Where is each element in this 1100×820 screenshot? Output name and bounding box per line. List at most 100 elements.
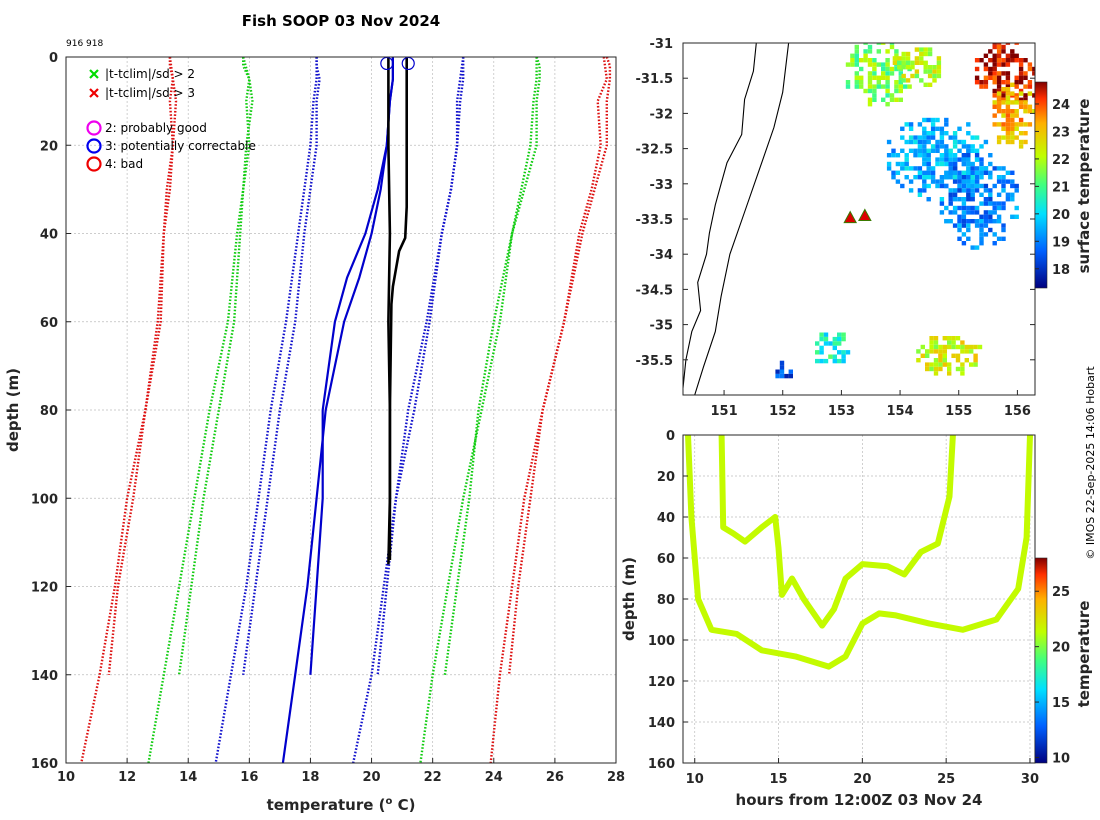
sst-cell <box>828 354 833 359</box>
profile-flag-marker <box>401 56 415 71</box>
sst-cell <box>966 153 971 158</box>
sst-cell <box>983 188 989 193</box>
sst-cell <box>932 73 937 79</box>
sst-cell <box>925 366 930 372</box>
sst-cell <box>1018 97 1024 102</box>
sst-cell <box>939 139 945 145</box>
sst-cell <box>894 80 899 85</box>
track-ytick-label: 60 <box>657 552 675 567</box>
sst-cell <box>992 43 997 45</box>
sst-cell <box>1010 91 1015 96</box>
sst-colorbar-tick-label: 18 <box>1052 263 1070 278</box>
sst-cell <box>974 157 980 162</box>
sst-cell <box>837 358 842 364</box>
sst-cell <box>1010 139 1015 145</box>
sst-cell <box>1032 109 1035 114</box>
sst-cell <box>908 139 914 145</box>
track-grid <box>683 434 1035 764</box>
sst-cell <box>892 60 898 65</box>
sst-cell <box>1018 139 1024 145</box>
sst-cell <box>957 219 962 224</box>
sst-cell <box>996 84 1002 89</box>
sst-cell <box>917 135 923 140</box>
sst-cell <box>988 219 993 224</box>
sst-cell <box>1001 44 1006 50</box>
sst-cell <box>923 82 928 87</box>
sst-cell <box>905 60 911 65</box>
sst-cell <box>1001 87 1006 92</box>
sst-cell <box>966 175 971 180</box>
sst-cell <box>996 219 1002 224</box>
sst-cell <box>1014 100 1019 105</box>
sst-cell <box>917 166 923 171</box>
sst-cell <box>910 73 915 79</box>
sst-cell <box>933 358 939 363</box>
map-ytick-label: -32.5 <box>636 143 673 158</box>
sst-cell <box>961 205 967 211</box>
sst-cell <box>966 210 971 215</box>
sst-cell <box>939 131 945 136</box>
sst-cell <box>867 62 873 67</box>
sst-cell <box>1010 109 1015 114</box>
profile-ylabel: depth (m) <box>4 368 22 452</box>
time-depth-chart: 10 15 20 25 30 0 20 40 60 80 100 120 140 160 hours fr… <box>620 429 1093 809</box>
sst-cell <box>897 56 902 61</box>
sst-cell <box>901 78 906 83</box>
sst-cell <box>973 344 978 350</box>
sst-colorbar-tick-label: 23 <box>1052 125 1070 140</box>
sst-cell <box>992 71 997 76</box>
sst-cell <box>895 179 901 184</box>
sst-cell <box>1001 122 1006 127</box>
sst-cell <box>979 84 984 89</box>
legend-circle-marker <box>86 156 102 172</box>
sst-cell <box>1001 100 1006 105</box>
track-ylabel: depth (m) <box>620 557 638 641</box>
sst-cell <box>1005 95 1011 101</box>
sst-cell <box>859 84 864 89</box>
track-ytick-label: 100 <box>648 634 675 649</box>
sst-cell <box>930 175 936 180</box>
sst-cell <box>885 71 890 76</box>
sst-cell <box>970 166 975 171</box>
sst-cell <box>961 241 967 246</box>
sst-cell <box>938 349 943 354</box>
sst-cell <box>819 332 824 337</box>
track-ytick-label: 0 <box>666 429 675 444</box>
sst-colorbar-ticks: 18 19 20 21 22 23 24 <box>1035 98 1070 278</box>
sst-cell <box>819 336 824 342</box>
sst-cell <box>952 144 958 149</box>
sst-cell <box>988 66 993 72</box>
map-xtick-label: 155 <box>945 404 972 419</box>
sst-cell <box>988 71 993 76</box>
map-ytick-label: -34 <box>650 248 674 263</box>
sst-cell <box>930 135 936 140</box>
sst-cell <box>872 62 877 67</box>
sst-cell <box>922 153 927 158</box>
sst-cell <box>1005 100 1011 105</box>
sst-cell <box>942 353 947 358</box>
legend-entry-label: 4: bad <box>105 157 143 171</box>
sst-cell <box>1014 43 1019 45</box>
sst-cell <box>961 157 967 162</box>
sst-cell <box>895 170 901 175</box>
sst-cell <box>1018 88 1024 94</box>
map-ytick-label: -35.5 <box>636 354 673 369</box>
sst-cell <box>952 153 958 158</box>
sst-cell <box>1023 97 1028 102</box>
sst-cell <box>1023 84 1028 89</box>
sst-cell <box>1005 197 1011 202</box>
sst-cell <box>983 66 989 72</box>
profile-xtick-label: 16 <box>240 770 258 785</box>
sst-cell <box>929 362 934 367</box>
sst-cell <box>923 60 928 65</box>
sst-cell <box>996 192 1002 197</box>
sst-cell <box>944 148 949 153</box>
sst-cell <box>1018 71 1024 76</box>
sst-cell <box>1005 87 1011 92</box>
sst-cell <box>983 214 989 219</box>
sst-cell <box>1001 223 1006 228</box>
credit-text: © IMOS 22-Sep-2025 14:06 Hobart <box>1084 366 1097 560</box>
sst-cell <box>1010 53 1015 58</box>
sst-cell <box>957 214 962 219</box>
sst-cell <box>952 188 958 193</box>
